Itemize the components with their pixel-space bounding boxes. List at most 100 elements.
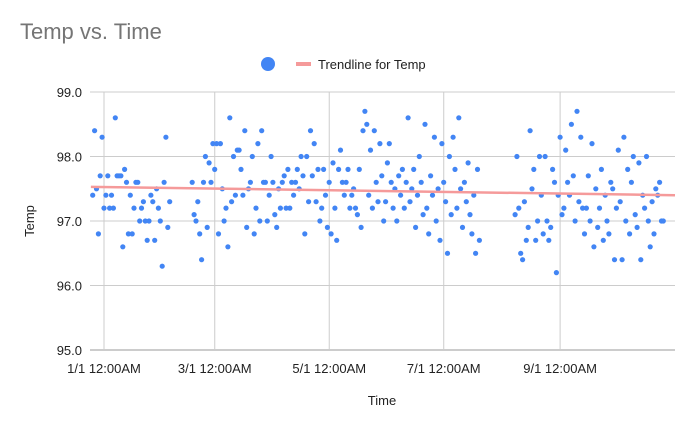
data-point [262,179,268,185]
data-point [120,244,126,250]
data-point [291,192,297,198]
data-point [521,199,528,205]
data-point [138,205,145,211]
data-point [604,218,610,224]
data-point [279,179,285,185]
data-point [251,231,257,237]
data-point [283,205,289,211]
data-point [398,192,404,198]
data-point [107,205,113,211]
data-point [632,212,638,218]
data-point [208,179,214,185]
data-point [152,237,158,243]
data-point [255,141,261,147]
data-point [636,160,642,166]
data-point [123,179,130,185]
data-point [214,141,220,147]
data-point [108,192,115,198]
data-point [253,205,259,211]
data-point [317,218,323,224]
data-point [110,205,116,211]
data-point [127,192,133,198]
data-point [137,218,143,224]
data-point [634,224,640,230]
data-point [649,199,655,205]
data-point [135,179,141,185]
data-point [628,179,635,185]
data-point [533,237,539,243]
data-point [199,257,205,263]
data-point [118,173,124,179]
data-point [349,192,355,198]
data-point [476,237,482,243]
data-point [319,205,325,211]
data-point [343,179,349,185]
data-point [264,218,270,224]
data-point [362,108,368,114]
data-point [570,173,576,179]
data-point [420,212,426,218]
data-point [516,205,522,211]
data-point [163,134,169,140]
x-tick-label: 3/1 12:00AM [178,361,252,376]
data-point [266,192,272,198]
data-point [306,199,312,205]
data-point [377,141,383,147]
data-point [165,224,171,230]
data-point [103,192,109,198]
data-point [578,134,584,140]
data-point [585,173,591,179]
data-point [195,199,201,205]
data-point [615,147,621,153]
data-point [514,153,520,160]
data-point [610,186,616,192]
data-point [630,153,636,160]
x-tick-label: 9/1 12:00AM [523,361,597,376]
data-point [294,166,300,172]
data-point [140,199,146,205]
data-point [414,192,421,198]
data-point [443,199,449,205]
data-point [315,166,321,172]
data-point [433,218,439,224]
data-point [439,141,445,147]
data-point [144,237,150,243]
data-point [416,153,422,160]
data-point [431,134,437,140]
data-point [238,166,244,172]
data-point [660,218,666,224]
data-point [461,179,467,185]
data-point [232,192,238,198]
data-point [366,192,372,198]
data-point [525,224,531,230]
data-point [444,250,451,256]
data-point [206,160,212,166]
data-point [101,205,107,211]
data-point [95,231,101,237]
data-point [467,212,473,218]
data-point [210,141,216,147]
data-point [150,199,156,205]
data-point [337,147,344,153]
data-point [450,134,456,140]
data-point [330,160,336,166]
data-point [193,218,199,224]
data-point [544,218,550,224]
data-point [289,179,295,185]
data-point [146,218,152,224]
data-point [167,199,173,205]
data-point [512,212,518,218]
data-point [112,115,118,121]
data-point [642,205,648,211]
legend-marker-trendline [296,62,311,66]
data-point [548,224,554,230]
trendline [90,185,676,197]
data-point [407,199,413,205]
x-axis-label: Time [368,393,396,408]
data-point [428,173,434,179]
data-point [358,224,364,230]
data-point [200,179,207,185]
y-tick-label: 99.0 [57,85,82,100]
data-point [157,218,163,224]
